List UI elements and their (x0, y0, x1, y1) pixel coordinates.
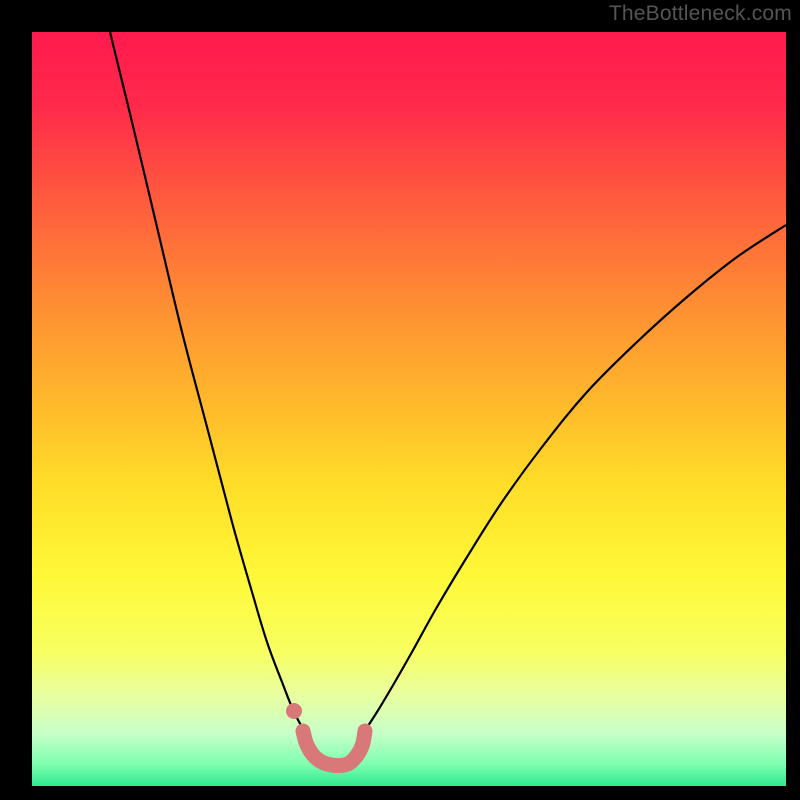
watermark-label: TheBottleneck.com (609, 2, 792, 26)
plot-area (32, 32, 786, 786)
marker-dot (286, 703, 302, 719)
trough-highlight (303, 731, 365, 765)
chart-container: TheBottleneck.com (0, 0, 800, 800)
curve-right-branch (364, 225, 786, 732)
curve-left-branch (110, 32, 305, 732)
bottleneck-curve (32, 32, 786, 786)
